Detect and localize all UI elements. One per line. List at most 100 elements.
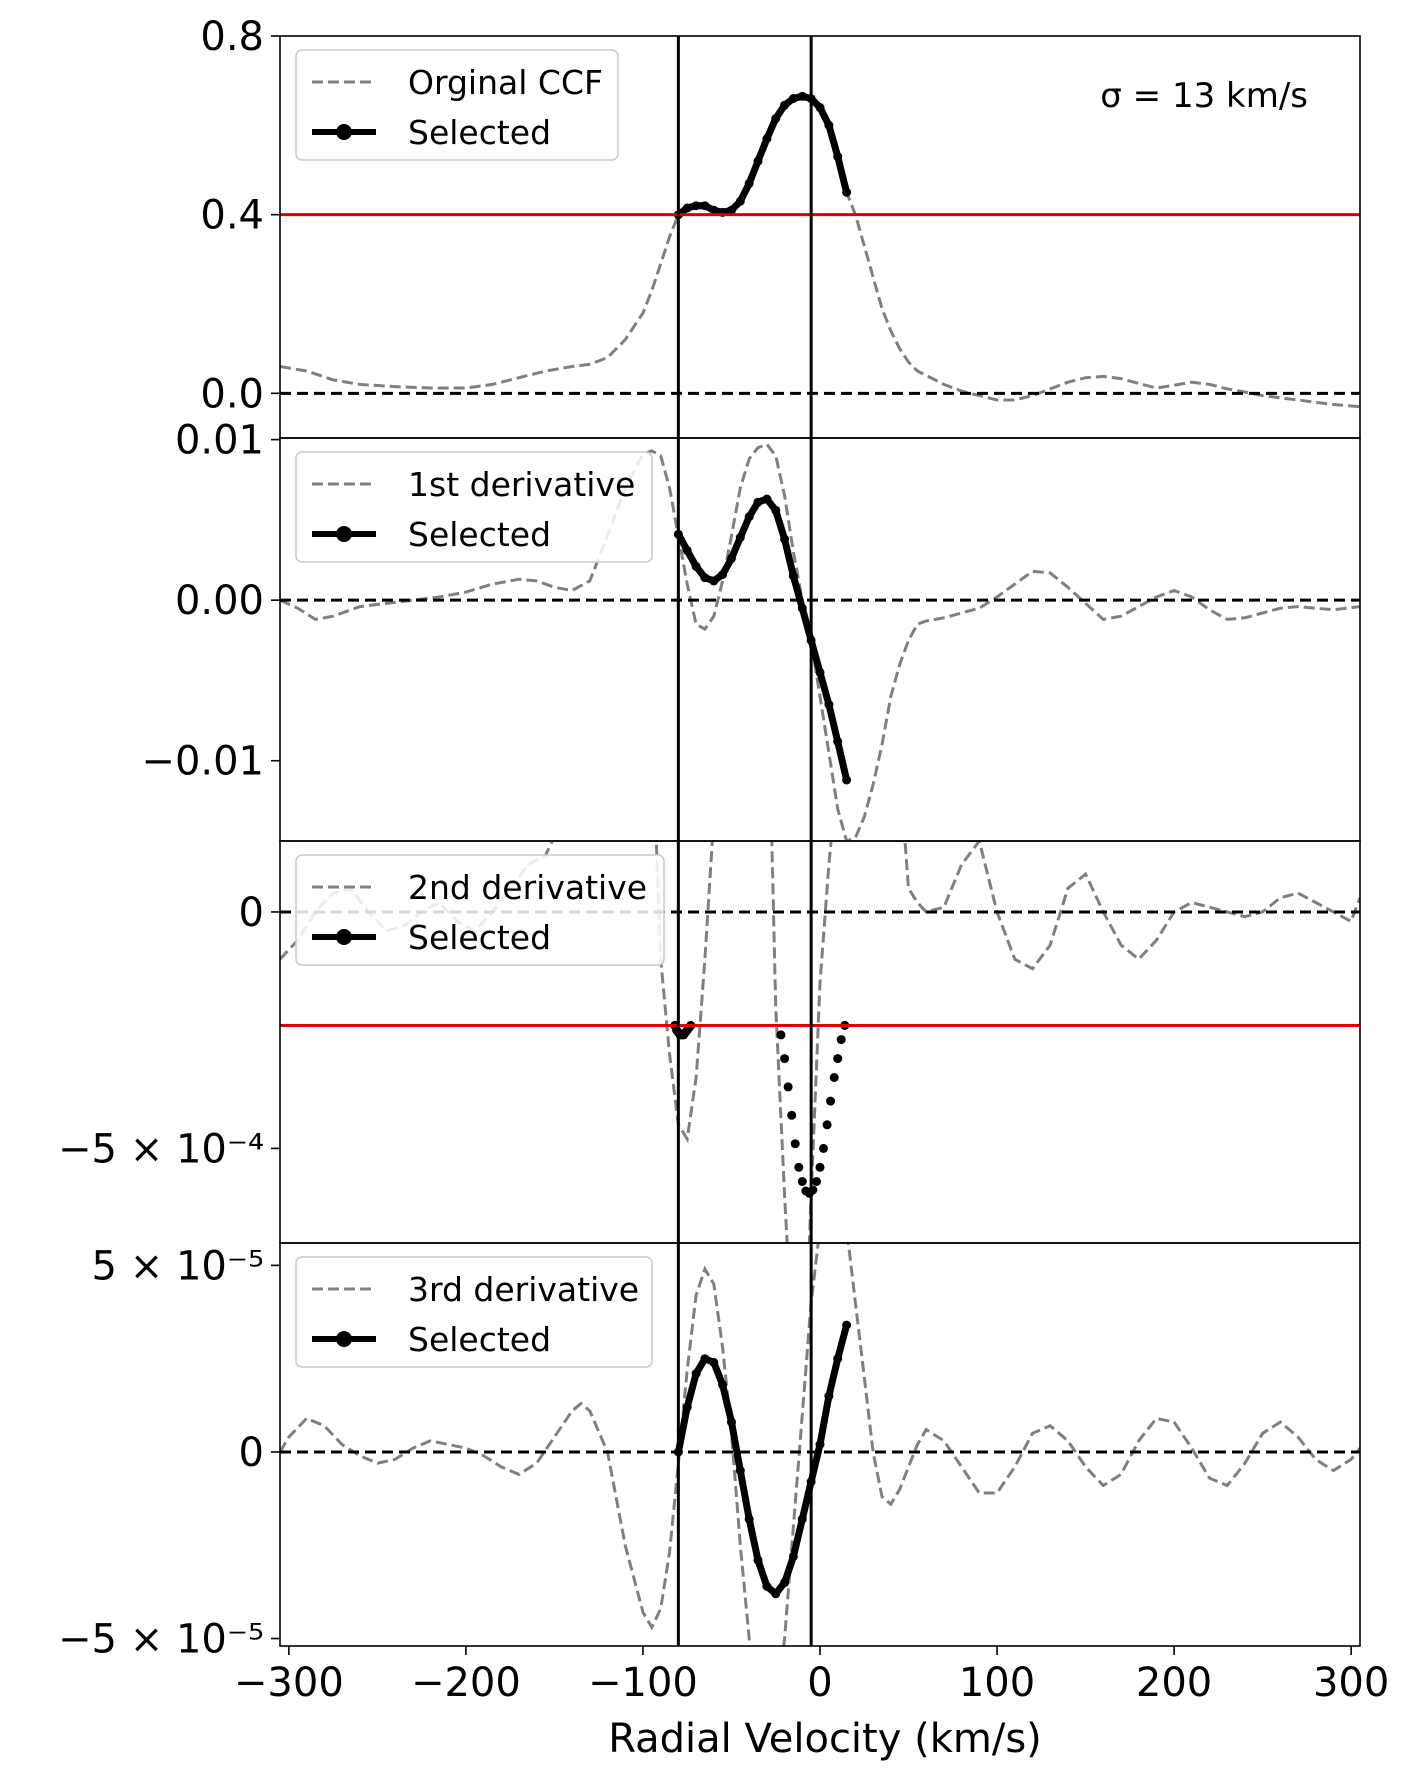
y-tick-label: 0.4 — [200, 193, 264, 239]
selected-point — [700, 201, 710, 211]
selected-point — [718, 570, 728, 579]
y-tick-label: 0.01 — [175, 418, 264, 464]
x-tick-label: 0 — [807, 1660, 832, 1706]
selected-point — [727, 1417, 736, 1427]
panel-d1: −0.01 0.00 0.01 1st derivative Selected — [141, 418, 1361, 842]
selected-point — [797, 91, 807, 101]
selected-point — [787, 1110, 797, 1120]
y-tick-label: −5 × 10⁻⁴ — [58, 1126, 264, 1172]
legend-marker-selected — [336, 526, 352, 542]
selected-point — [776, 1030, 786, 1040]
series-line-d2-original — [280, 841, 1360, 1243]
selected-point — [824, 120, 834, 130]
x-tick-label: −100 — [588, 1660, 698, 1706]
selected-point — [682, 203, 692, 213]
selected-point — [842, 187, 852, 197]
y-tick-label: −5 × 10⁻⁵ — [58, 1617, 264, 1663]
legend-box-d1 — [295, 451, 653, 563]
selected-point — [780, 100, 790, 110]
selected-point — [790, 1139, 800, 1149]
selected-point — [762, 494, 772, 504]
legend-marker-selected — [336, 1331, 352, 1347]
selected-point — [771, 1589, 781, 1599]
legend-label: Selected — [408, 1320, 551, 1359]
panel-d3: −5 × 10⁻⁵ 0 5 × 10⁻⁵ 3rd derivative Selected — [58, 1242, 1361, 1663]
selected-point — [718, 1380, 728, 1390]
selected-point — [815, 103, 825, 112]
plot-area-d2 — [280, 841, 1360, 1243]
y-tick-label: 0 — [239, 1430, 264, 1476]
selected-point — [735, 533, 745, 542]
selected-point — [780, 534, 790, 544]
series-line-d3-selected — [674, 1324, 850, 1598]
selected-point — [753, 497, 763, 507]
selected-point — [709, 576, 719, 586]
selected-point — [833, 737, 843, 746]
selected-point — [815, 1162, 825, 1172]
selected-point — [826, 1096, 836, 1106]
selected-point — [824, 1391, 834, 1401]
legend-box-d3 — [295, 1256, 653, 1368]
x-tick-label: 200 — [1136, 1660, 1212, 1706]
selected-point — [700, 1354, 710, 1364]
selected-point — [815, 667, 825, 677]
selected-point — [744, 1514, 754, 1524]
selected-point — [836, 1035, 846, 1045]
selected-point — [819, 1143, 828, 1153]
y-tick-label: 0 — [239, 890, 264, 936]
legend-marker-selected — [336, 124, 352, 140]
x-tick-label: −200 — [411, 1660, 521, 1706]
selected-point — [794, 1162, 804, 1172]
legend-label: Orginal CCF — [408, 63, 603, 102]
selected-point — [682, 545, 692, 555]
legend-label: Selected — [408, 918, 551, 957]
selected-point — [691, 1369, 701, 1379]
selected-point — [709, 1357, 719, 1367]
selected-point — [788, 571, 798, 581]
selected-point — [727, 553, 736, 563]
selected-point — [829, 1073, 839, 1082]
x-tick-label: 300 — [1313, 1660, 1389, 1706]
selected-point — [735, 1466, 745, 1476]
selected-point — [833, 152, 843, 162]
selected-point — [812, 1177, 821, 1186]
selected-point — [842, 775, 852, 785]
series-line-d1-selected — [675, 495, 851, 781]
selected-point — [788, 1551, 798, 1561]
legend-box-ccf — [295, 49, 619, 161]
selected-point — [753, 156, 763, 166]
legend-label: Selected — [408, 515, 551, 554]
selected-point — [744, 178, 754, 188]
selected-point — [771, 505, 781, 515]
panel-ccf: 0.0 0.4 0.8 Orginal CCF Selected σ = 13 km/s — [200, 14, 1361, 439]
panel-d2: −5 × 10⁻⁴ 0 2nd derivative Selected — [58, 840, 1361, 1244]
selected-point — [833, 1054, 843, 1064]
selected-point — [783, 1082, 793, 1092]
y-tick-label: 5 × 10⁻⁵ — [92, 1243, 264, 1289]
plot-area-d3 — [280, 1243, 1360, 1646]
selected-point — [762, 1581, 772, 1591]
selected-point — [797, 1177, 807, 1186]
legend-marker-selected — [336, 929, 352, 945]
chart-panels: 0.0 0.4 0.8 Orginal CCF Selected σ = 13 km/s −… — [58, 14, 1361, 1663]
selected-point — [824, 700, 834, 709]
selected-point — [709, 205, 719, 215]
series-line-ccf-original — [280, 94, 1360, 409]
series-line-d3-original — [280, 1243, 1360, 1646]
selected-point — [797, 603, 807, 613]
x-axis-label: Radial Velocity (km/s) — [608, 1716, 1042, 1762]
selected-point — [788, 94, 798, 103]
selected-point — [682, 1402, 692, 1412]
x-tick-label: −300 — [234, 1660, 344, 1706]
legend-label: Selected — [408, 113, 551, 152]
series-line-ccf-selected — [676, 92, 850, 218]
y-tick-label: 0.8 — [200, 14, 264, 60]
selected-point — [780, 1578, 790, 1588]
sigma-annotation: σ = 13 km/s — [1100, 76, 1308, 116]
selected-point — [842, 1320, 852, 1330]
selected-point — [744, 512, 754, 522]
y-tick-label: −0.01 — [141, 739, 264, 785]
selected-point — [822, 1120, 832, 1130]
y-tick-label: 0.0 — [200, 371, 264, 417]
legend-label: 3rd derivative — [408, 1270, 639, 1309]
